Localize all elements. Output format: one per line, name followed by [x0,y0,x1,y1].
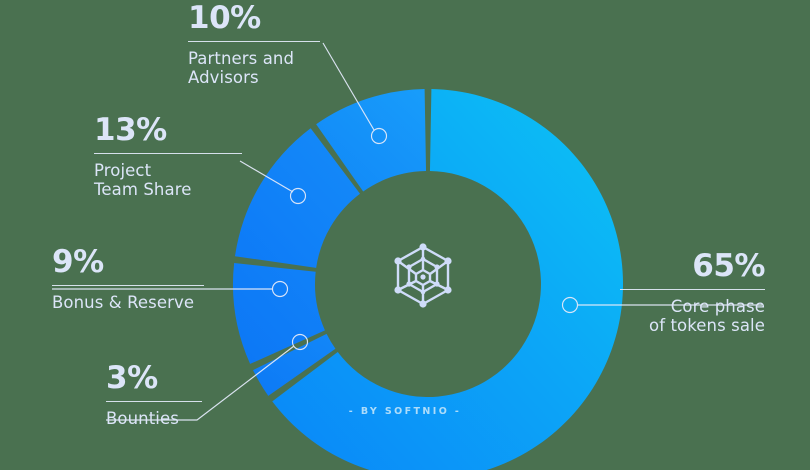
callout-partners-percent: 10% [188,0,261,36]
callout-bounties-name: Bounties [106,408,179,428]
callout-bonus-and-reserve: 9% Bonus & Reserve [52,244,204,312]
callout-bonus-percent: 9% [52,244,104,280]
callout-team-name: Project Team Share [94,160,192,200]
callout-bonus-rule [52,284,204,286]
softnio-credit: - BY SOFTNIO - [348,406,462,417]
donut-slice-bounties[interactable] [253,333,336,396]
callout-core-rule [620,288,765,290]
callout-bounties: 3% Bounties [106,360,202,428]
leader-line-team [239,160,294,193]
donut-slice-partners[interactable] [316,89,427,192]
callout-bounties-rule [106,400,202,402]
callout-bonus-name: Bonus & Reserve [52,292,195,312]
donut-slice-core[interactable] [272,89,624,470]
leader-line-bounties [106,345,295,421]
donut-slice-team[interactable] [234,128,360,268]
callout-core-name: Core phase of tokens sale [649,296,765,336]
callout-bounties-percent: 3% [106,360,158,396]
connector-dot-bonus [271,280,289,298]
callout-team-rule [94,152,242,154]
donut-segments [233,89,624,470]
donut-slice-bonus[interactable] [233,262,325,364]
callout-core-percent: 65% [692,248,765,284]
hexagon-network-icon [391,243,455,309]
callout-partners-and-advisors: 10% Partners and Advisors [188,0,320,88]
leader-line-partners [322,42,375,131]
callout-project-team-share: 13% Project Team Share [94,112,242,200]
callout-core-phase-of-tokens-sale: 65% Core phase of tokens sale [620,248,766,336]
connector-dot-team [289,187,307,205]
leader-lines [52,42,762,421]
connector-dot-partners [370,127,388,145]
connector-dot-core [561,296,579,314]
connector-dot-bounties [291,333,309,351]
callout-team-percent: 13% [94,112,167,148]
callout-partners-rule [188,40,320,42]
callout-partners-name: Partners and Advisors [188,48,295,88]
